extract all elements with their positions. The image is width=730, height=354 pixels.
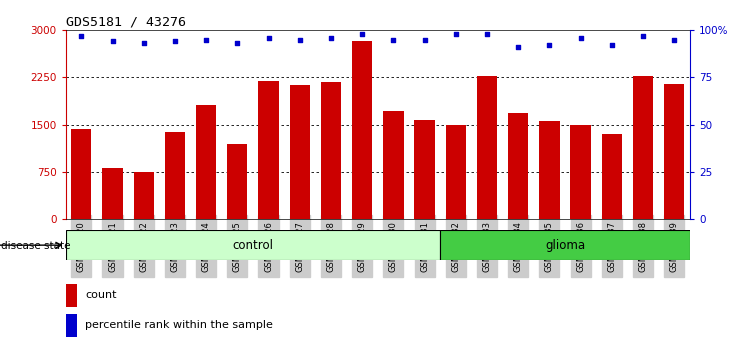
Bar bbox=[290, 85, 310, 219]
Text: control: control bbox=[232, 239, 274, 252]
Text: glioma: glioma bbox=[545, 239, 585, 252]
Bar bbox=[445, 125, 466, 219]
Point bbox=[575, 35, 586, 40]
Point bbox=[107, 39, 118, 44]
Point bbox=[263, 35, 274, 40]
Bar bbox=[71, 129, 91, 219]
Bar bbox=[66, 314, 77, 337]
Bar bbox=[570, 125, 591, 219]
Bar bbox=[102, 168, 123, 219]
Text: count: count bbox=[85, 290, 117, 300]
Point bbox=[606, 42, 618, 48]
Point bbox=[75, 33, 87, 39]
Bar bbox=[196, 104, 216, 219]
Point bbox=[325, 35, 337, 40]
Point bbox=[669, 37, 680, 42]
Point bbox=[637, 33, 649, 39]
Text: percentile rank within the sample: percentile rank within the sample bbox=[85, 320, 273, 330]
Point bbox=[294, 37, 306, 42]
Bar bbox=[477, 75, 497, 219]
Bar bbox=[165, 132, 185, 219]
Bar bbox=[134, 171, 154, 219]
Point bbox=[419, 37, 431, 42]
Bar bbox=[539, 121, 560, 219]
Point bbox=[169, 39, 181, 44]
Bar bbox=[633, 75, 653, 219]
Bar bbox=[320, 82, 341, 219]
Point bbox=[512, 44, 524, 50]
Point bbox=[356, 31, 368, 37]
Bar bbox=[352, 41, 372, 219]
Bar bbox=[602, 134, 622, 219]
Point bbox=[138, 40, 150, 46]
Bar bbox=[227, 144, 247, 219]
Text: disease state: disease state bbox=[1, 241, 70, 251]
Bar bbox=[440, 230, 690, 260]
Bar bbox=[383, 111, 404, 219]
Point bbox=[481, 31, 493, 37]
Bar bbox=[415, 120, 435, 219]
Point bbox=[450, 31, 461, 37]
Bar bbox=[66, 230, 440, 260]
Point bbox=[231, 40, 243, 46]
Point bbox=[388, 37, 399, 42]
Bar bbox=[664, 84, 685, 219]
Bar bbox=[258, 81, 279, 219]
Point bbox=[544, 42, 556, 48]
Bar bbox=[508, 113, 529, 219]
Point bbox=[200, 37, 212, 42]
Bar bbox=[66, 284, 77, 307]
Text: GDS5181 / 43276: GDS5181 / 43276 bbox=[66, 16, 185, 29]
